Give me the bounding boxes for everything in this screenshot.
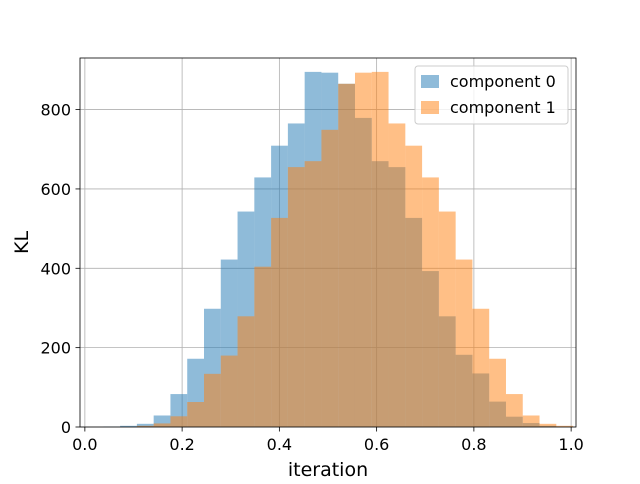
bar-series-1-bin-16 [405,146,422,427]
bar-series-1-bin-12 [338,84,355,427]
bar-series-1-bin-2 [170,416,187,427]
bar-series-1-bin-14 [372,72,389,427]
bar-series-1-bin-8 [271,218,288,427]
x-tick-label-5: 1.0 [558,435,583,454]
bar-series-1-bin-20 [472,309,489,427]
bar-series-1-bin-21 [489,359,506,427]
bar-series-1-bin-24 [540,424,557,427]
x-tick-label-1: 0.2 [169,435,194,454]
x-tick-label-0: 0.0 [72,435,97,454]
bar-series-1-bin-19 [456,260,473,427]
bar-series-1-bin-1 [154,423,171,427]
bar-series-1-bin-6 [238,316,255,427]
bar-series-1-bin-22 [506,394,523,427]
y-tick-label-3: 600 [40,180,71,199]
bar-series-1-bin-11 [321,130,338,427]
legend-swatch-1 [421,101,439,114]
legend-label-1: component 1 [450,98,556,117]
y-tick-label-0: 0 [61,418,71,437]
y-tick-label-4: 800 [40,101,71,120]
y-tick-label-2: 400 [40,259,71,278]
x-tick-label-4: 0.8 [461,435,486,454]
bar-series-1-bin-18 [439,212,456,427]
bar-series-1-bin-5 [221,356,238,427]
bar-series-1-bin-9 [288,167,305,427]
y-tick-label-1: 200 [40,339,71,358]
legend-label-0: component 0 [450,72,556,91]
bar-series-1-bin-23 [523,415,540,427]
bar-series-1-bin-13 [355,73,372,427]
legend-swatch-0 [421,75,439,88]
bar-series-1-bin-15 [389,123,406,427]
legend: component 0 component 1 [415,66,568,124]
x-tick-label-3: 0.6 [364,435,389,454]
bar-series-1-bin-4 [204,374,221,427]
x-tick-label-2: 0.4 [267,435,292,454]
bar-series-1-bin-7 [254,267,271,427]
bar-series-1-bin-17 [422,177,439,427]
bars-layer [103,72,573,427]
bar-series-1-bin-10 [305,161,322,427]
bar-series-1-bin-3 [187,402,204,427]
x-axis-label: iteration [288,459,368,480]
y-axis-label: KL [11,231,33,254]
